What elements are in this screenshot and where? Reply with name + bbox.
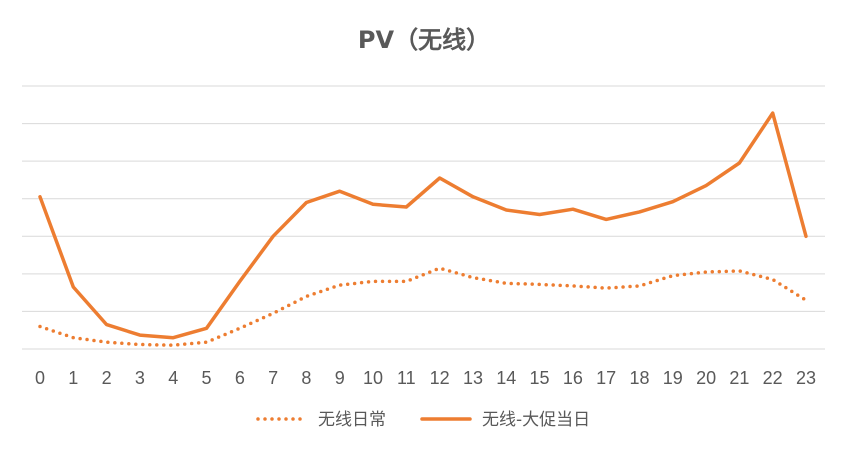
x-tick-label: 21 bbox=[729, 368, 749, 388]
data-point-series-1 bbox=[571, 207, 575, 211]
series-lines bbox=[38, 111, 808, 347]
data-point-series-1 bbox=[271, 234, 275, 238]
x-tick-label: 17 bbox=[596, 368, 616, 388]
data-point-series-0 bbox=[371, 279, 375, 283]
x-tick-label: 22 bbox=[763, 368, 783, 388]
series-line-1 bbox=[38, 111, 808, 340]
data-point-series-1 bbox=[171, 336, 175, 340]
x-tick-label: 11 bbox=[397, 368, 416, 388]
data-point-series-0 bbox=[138, 342, 142, 346]
series-line-0 bbox=[38, 266, 808, 347]
x-tick-label: 16 bbox=[563, 368, 583, 388]
x-tick-label: 5 bbox=[202, 368, 212, 388]
data-point-series-1 bbox=[238, 279, 242, 283]
data-point-series-0 bbox=[604, 286, 608, 290]
data-point-series-1 bbox=[105, 323, 109, 327]
gridlines bbox=[22, 85, 825, 350]
data-point-series-1 bbox=[504, 208, 508, 212]
x-tick-label: 23 bbox=[796, 368, 816, 388]
x-tick-label: 8 bbox=[301, 368, 311, 388]
x-tick-label: 13 bbox=[463, 368, 483, 388]
x-tick-label: 1 bbox=[68, 368, 78, 388]
data-point-series-0 bbox=[171, 343, 175, 347]
data-point-series-1 bbox=[804, 234, 808, 238]
data-point-series-0 bbox=[471, 276, 475, 280]
data-point-series-0 bbox=[71, 336, 75, 340]
data-point-series-0 bbox=[238, 326, 242, 330]
data-point-series-1 bbox=[604, 217, 608, 221]
x-tick-label: 12 bbox=[430, 368, 450, 388]
data-point-series-0 bbox=[637, 284, 641, 288]
data-point-series-0 bbox=[504, 281, 508, 285]
data-point-series-0 bbox=[704, 270, 708, 274]
x-tick-label: 7 bbox=[268, 368, 278, 388]
data-point-series-1 bbox=[438, 176, 442, 180]
x-axis-ticks: 0 1 2 3 4 5 6 7 8 9 10 11 12 13 14 15 16 17 18 19 20 21 22 23 bbox=[35, 368, 816, 388]
x-tick-label: 19 bbox=[663, 368, 683, 388]
x-tick-label: 4 bbox=[168, 368, 178, 388]
data-point-series-1 bbox=[338, 189, 342, 193]
data-point-series-0 bbox=[571, 284, 575, 288]
data-point-series-1 bbox=[538, 212, 542, 216]
data-point-series-1 bbox=[205, 326, 209, 330]
data-point-series-1 bbox=[304, 200, 308, 204]
data-point-series-1 bbox=[471, 195, 475, 199]
data-point-series-0 bbox=[105, 340, 109, 344]
chart-title: PV（无线） bbox=[358, 26, 490, 54]
data-point-series-1 bbox=[71, 285, 75, 289]
x-tick-label: 15 bbox=[530, 368, 550, 388]
data-point-series-0 bbox=[404, 279, 408, 283]
data-point-series-1 bbox=[637, 210, 641, 214]
data-point-series-1 bbox=[737, 161, 741, 165]
data-point-series-0 bbox=[438, 266, 442, 270]
data-point-series-0 bbox=[205, 340, 209, 344]
data-point-series-1 bbox=[404, 205, 408, 209]
data-point-series-0 bbox=[271, 311, 275, 315]
x-tick-label: 6 bbox=[235, 368, 245, 388]
x-tick-label: 20 bbox=[696, 368, 716, 388]
data-point-series-0 bbox=[338, 283, 342, 287]
data-point-series-1 bbox=[138, 333, 142, 337]
data-point-series-0 bbox=[671, 274, 675, 278]
x-tick-label: 18 bbox=[629, 368, 649, 388]
data-point-series-1 bbox=[704, 184, 708, 188]
data-point-series-0 bbox=[804, 298, 808, 302]
x-tick-label: 10 bbox=[363, 368, 383, 388]
data-point-series-0 bbox=[771, 277, 775, 281]
data-point-series-0 bbox=[38, 324, 42, 328]
legend-label-series-1: 无线-大促当日 bbox=[482, 410, 590, 430]
data-point-series-0 bbox=[538, 282, 542, 286]
x-tick-label: 14 bbox=[496, 368, 516, 388]
x-tick-label: 0 bbox=[35, 368, 45, 388]
x-tick-label: 2 bbox=[102, 368, 112, 388]
x-tick-label: 3 bbox=[135, 368, 145, 388]
data-point-series-1 bbox=[38, 195, 42, 199]
data-point-series-1 bbox=[371, 202, 375, 206]
legend: 无线日常 无线-大促当日 bbox=[256, 410, 590, 430]
data-point-series-0 bbox=[737, 269, 741, 273]
legend-label-series-0: 无线日常 bbox=[318, 410, 386, 430]
x-tick-label: 9 bbox=[335, 368, 345, 388]
data-point-series-1 bbox=[671, 200, 675, 204]
data-point-series-1 bbox=[771, 111, 775, 115]
data-point-series-0 bbox=[304, 294, 308, 298]
